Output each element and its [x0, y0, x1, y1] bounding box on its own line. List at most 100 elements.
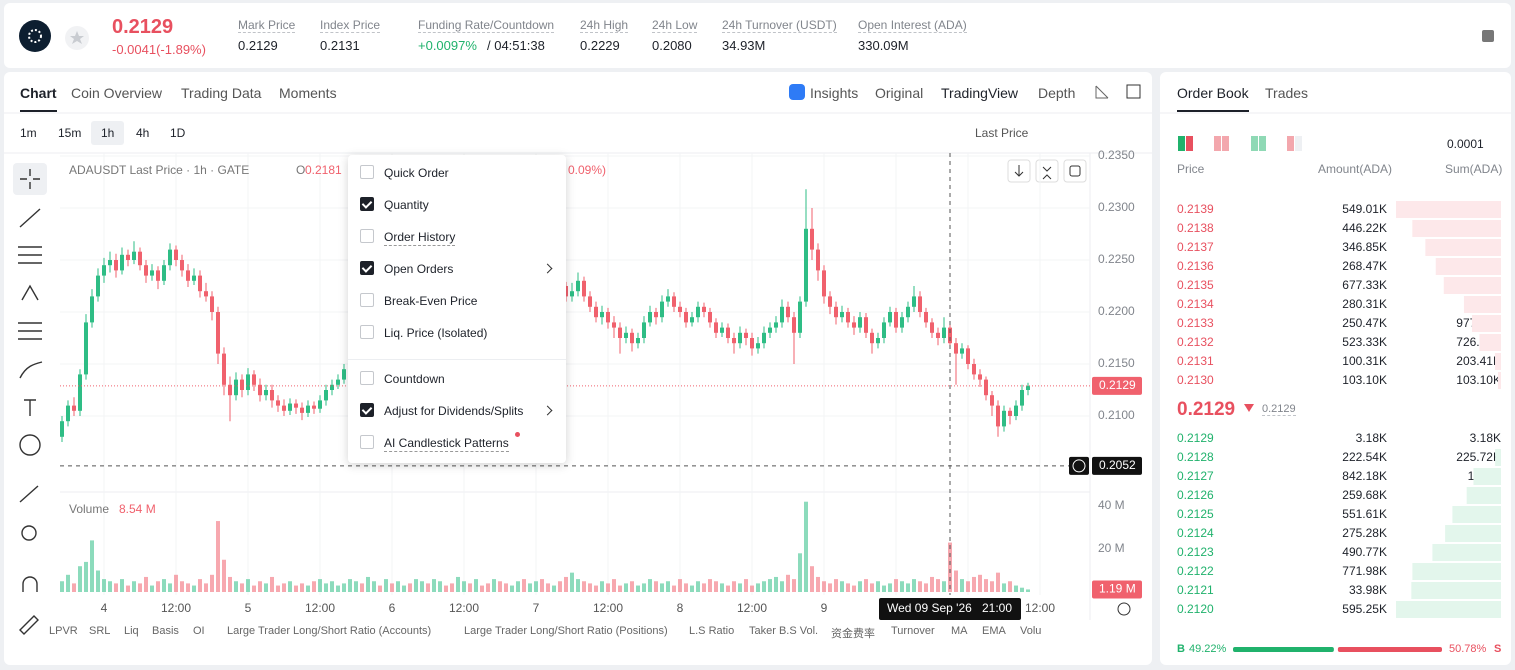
- checkbox[interactable]: [360, 371, 374, 385]
- candle-body: [996, 405, 1000, 427]
- indicator[interactable]: 资金费率: [831, 628, 875, 640]
- candle-body: [960, 348, 964, 354]
- volume-bar: [408, 583, 412, 592]
- volume-bar: [822, 581, 826, 592]
- depth-bar: [1472, 315, 1501, 332]
- view-tab[interactable]: Insights: [810, 85, 859, 101]
- menu-item[interactable]: Quantity: [384, 198, 429, 212]
- indicator[interactable]: MA: [951, 625, 968, 637]
- menu-item[interactable]: Open Orders: [384, 262, 454, 276]
- indicator[interactable]: OI: [193, 625, 205, 637]
- candle-body: [576, 280, 580, 292]
- indicator[interactable]: Basis: [152, 625, 179, 637]
- checkbox[interactable]: [360, 293, 374, 307]
- menu-item[interactable]: Quick Order: [384, 166, 449, 180]
- ob-price: 0.2133: [1177, 316, 1214, 330]
- indicator[interactable]: EMA: [982, 625, 1006, 637]
- favorite-star[interactable]: [64, 25, 90, 51]
- view-mode: [1222, 136, 1229, 151]
- indicator[interactable]: Large Trader Long/Short Ratio (Accounts): [227, 625, 432, 637]
- volume-bar: [462, 581, 466, 592]
- price-type[interactable]: Last Price: [975, 126, 1029, 140]
- volume-bar: [684, 583, 688, 592]
- volume-bar: [156, 581, 160, 592]
- ob-tab[interactable]: Order Book: [1177, 85, 1249, 112]
- candle-body: [774, 322, 778, 328]
- checkbox[interactable]: [360, 325, 374, 339]
- volume-bar: [990, 581, 994, 592]
- view-tab[interactable]: Depth: [1038, 85, 1076, 101]
- chart-controls[interactable]: [1007, 84, 1141, 616]
- menu-item[interactable]: Liq. Price (Isolated): [384, 326, 488, 340]
- interval[interactable]: 1m: [20, 126, 37, 140]
- candle-body: [324, 390, 328, 401]
- drawing-tools[interactable]: [13, 163, 47, 635]
- ob-price: 0.2135: [1177, 278, 1214, 292]
- stat-value: 34.93M: [722, 38, 766, 53]
- checkbox[interactable]: [360, 403, 374, 417]
- indicator[interactable]: Turnover: [891, 625, 935, 637]
- volume-bar: [258, 581, 262, 592]
- notes-icon[interactable]: [1480, 28, 1496, 44]
- indicator[interactable]: Volu: [1020, 625, 1042, 637]
- indicator[interactable]: Taker B.S Vol.: [749, 625, 819, 637]
- crosshair-plus-icon: [1072, 459, 1086, 473]
- ob-price: 0.2121: [1177, 583, 1214, 597]
- interval[interactable]: 4h: [136, 126, 150, 140]
- x-tick-label: 9: [821, 601, 828, 615]
- menu-item[interactable]: AI Candlestick Patterns: [384, 436, 509, 452]
- candle-body: [930, 322, 934, 333]
- volume-bar: [942, 581, 946, 592]
- volume-bar: [972, 576, 976, 592]
- indicator[interactable]: Large Trader Long/Short Ratio (Positions…: [464, 625, 668, 637]
- ratio-b: B: [1177, 643, 1185, 655]
- precision[interactable]: 0.0001: [1447, 137, 1484, 151]
- interval[interactable]: 1D: [170, 126, 186, 140]
- stat-value: 330.09M: [858, 38, 909, 53]
- volume-bar: [690, 585, 694, 592]
- view-tab[interactable]: Original: [875, 85, 924, 101]
- candle-body: [666, 296, 670, 302]
- candle-body: [630, 332, 634, 344]
- candle-body: [1002, 410, 1006, 427]
- depth-bar: [1497, 372, 1501, 389]
- volume-bar: [318, 579, 322, 592]
- candle-body: [600, 312, 604, 318]
- last-price-label: 0.2129: [1099, 378, 1136, 392]
- ob-price: 0.2132: [1177, 335, 1214, 349]
- chart-tab[interactable]: Chart: [20, 85, 57, 112]
- checkbox[interactable]: [360, 197, 374, 211]
- ob-amount: 523.33K: [1342, 335, 1387, 349]
- ob-tab[interactable]: Trades: [1265, 85, 1309, 101]
- menu-item[interactable]: Order History: [384, 230, 456, 246]
- volume-value: 8.54 M: [119, 502, 156, 516]
- candle-body: [972, 364, 976, 375]
- indicator[interactable]: Liq: [124, 625, 139, 637]
- checkbox[interactable]: [360, 261, 374, 275]
- interval[interactable]: 15m: [58, 126, 82, 140]
- checkbox[interactable]: [360, 435, 374, 449]
- menu-item[interactable]: Countdown: [384, 372, 445, 386]
- indicator[interactable]: L.S Ratio: [689, 625, 735, 637]
- menu-item[interactable]: Adjust for Dividends/Splits: [384, 404, 524, 418]
- stat-label: 24h Low: [652, 18, 698, 33]
- volume-bar: [438, 581, 442, 592]
- volume-bar: [552, 585, 556, 592]
- volume-bar: [414, 579, 418, 592]
- view-tab[interactable]: TradingView: [941, 85, 1019, 101]
- checkbox[interactable]: [360, 165, 374, 179]
- indicator[interactable]: LPVR: [49, 625, 78, 637]
- chart-tab[interactable]: Trading Data: [181, 85, 262, 101]
- candle-body: [582, 280, 586, 297]
- checkbox[interactable]: [360, 229, 374, 243]
- interval[interactable]: 1h: [91, 121, 125, 145]
- chart-tab[interactable]: Moments: [279, 85, 337, 101]
- volume-bar: [1014, 585, 1018, 592]
- menu-item[interactable]: Break-Even Price: [384, 294, 478, 308]
- chart-tab[interactable]: Coin Overview: [71, 85, 163, 101]
- crosshair-plus: [1069, 456, 1089, 475]
- indicator[interactable]: SRL: [89, 625, 111, 637]
- candle-body: [156, 270, 160, 281]
